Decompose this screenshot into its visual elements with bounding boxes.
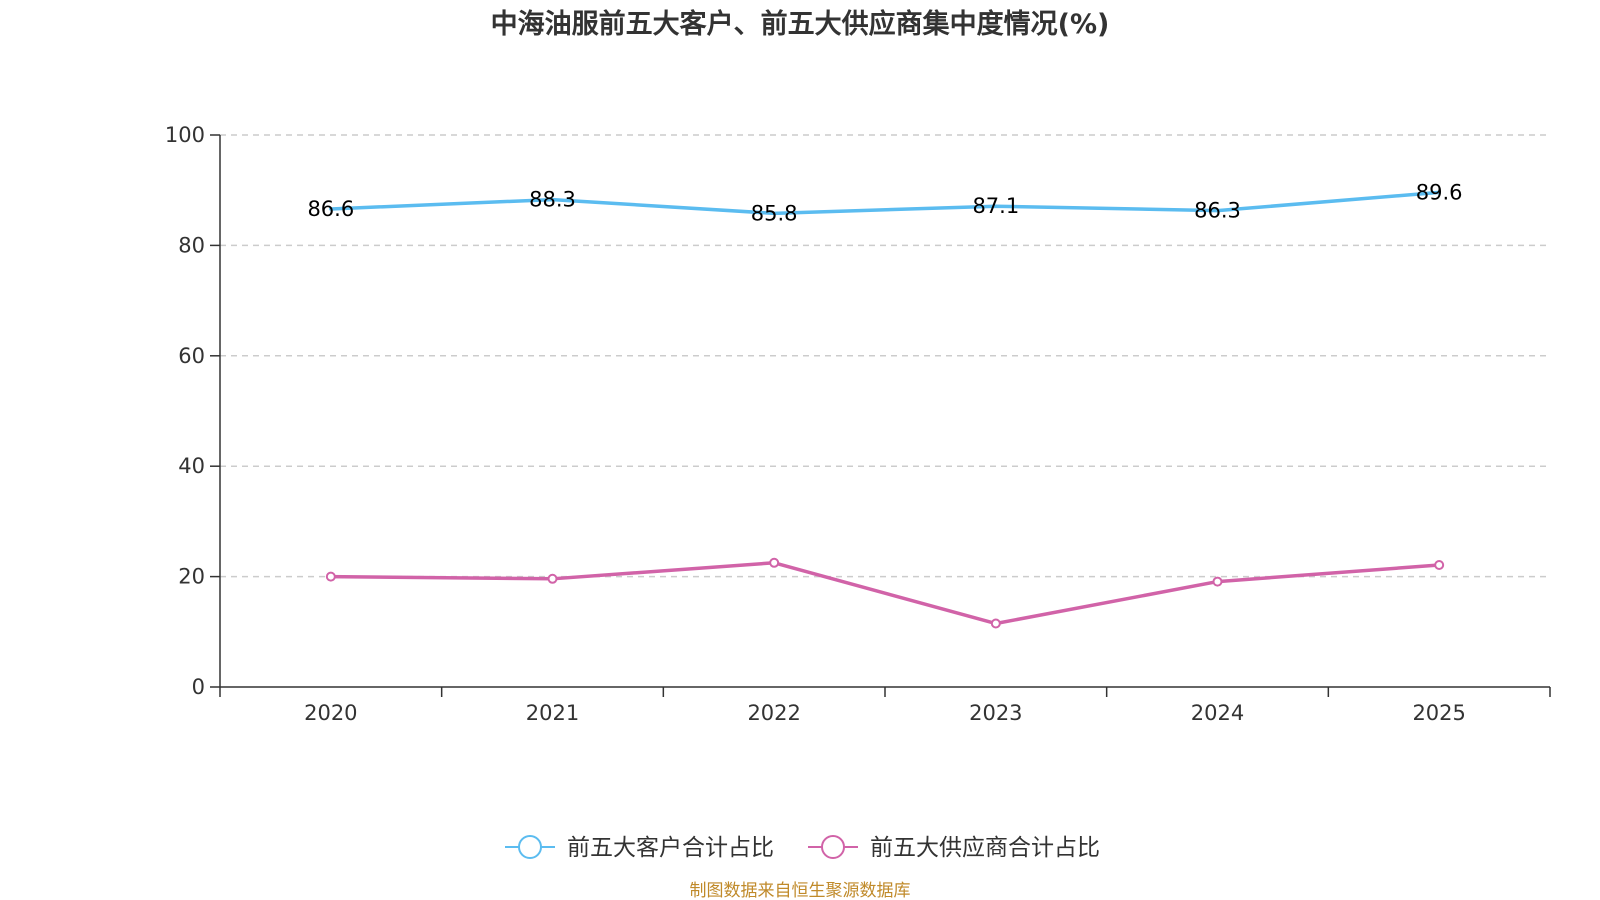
x-tick-label: 2020	[304, 701, 357, 725]
y-tick-label: 20	[178, 565, 205, 589]
y-tick-label: 40	[178, 454, 205, 478]
data-point	[990, 618, 1001, 629]
data-label: 86.3	[1194, 199, 1241, 223]
data-point	[772, 211, 776, 215]
x-tick-label: 2021	[526, 701, 579, 725]
legend-marker	[821, 835, 845, 859]
legend-item-1[interactable]: 前五大供应商合计占比	[808, 835, 1100, 861]
legend-label: 前五大供应商合计占比	[870, 835, 1100, 861]
data-point	[769, 557, 780, 568]
data-label: 88.3	[529, 188, 576, 212]
data-point	[1216, 209, 1219, 213]
data-label: 86.6	[307, 197, 354, 221]
legend-item-0[interactable]: 前五大客户合计占比	[505, 835, 774, 861]
x-tick-label: 2022	[747, 701, 800, 725]
series-1	[325, 557, 1445, 629]
data-point	[1437, 190, 1441, 194]
series-line	[329, 561, 1441, 626]
x-tick-label: 2023	[969, 701, 1022, 725]
x-tick-label: 2025	[1412, 701, 1465, 725]
data-label: 87.1	[972, 194, 1019, 218]
y-tick-label: 100	[165, 123, 205, 147]
series	[325, 190, 1445, 629]
data-labels: 86.6 88.3 85.8 87.1 86.3 89.6	[307, 180, 1462, 225]
data-point	[325, 571, 336, 582]
y-tick-label: 80	[178, 233, 205, 257]
y-tick-label: 60	[178, 344, 205, 368]
source-credit: 制图数据来自恒生聚源数据库	[690, 881, 911, 900]
data-label: 89.6	[1416, 180, 1463, 204]
data-label: 85.8	[751, 201, 798, 225]
series-0	[329, 190, 1441, 216]
chart-title: 中海油服前五大客户、前五大供应商集中度情况(%)	[491, 8, 1110, 40]
legend-label: 前五大客户合计占比	[567, 835, 774, 861]
y-tick-label: 0	[192, 675, 205, 699]
data-point	[547, 573, 558, 584]
data-point	[994, 204, 998, 208]
legend-marker	[518, 835, 542, 859]
data-point	[1434, 560, 1445, 571]
series-line	[329, 190, 1441, 216]
legend[interactable]: 前五大客户合计占比 前五大供应商合计占比	[505, 835, 1100, 861]
x-tick-label: 2024	[1191, 701, 1244, 725]
data-point	[551, 198, 554, 202]
axes: 0 20 40 60 80 100 2020 2021 2022 2023 2024 2025	[165, 123, 1551, 725]
data-point	[1212, 576, 1223, 587]
data-point	[329, 207, 333, 211]
